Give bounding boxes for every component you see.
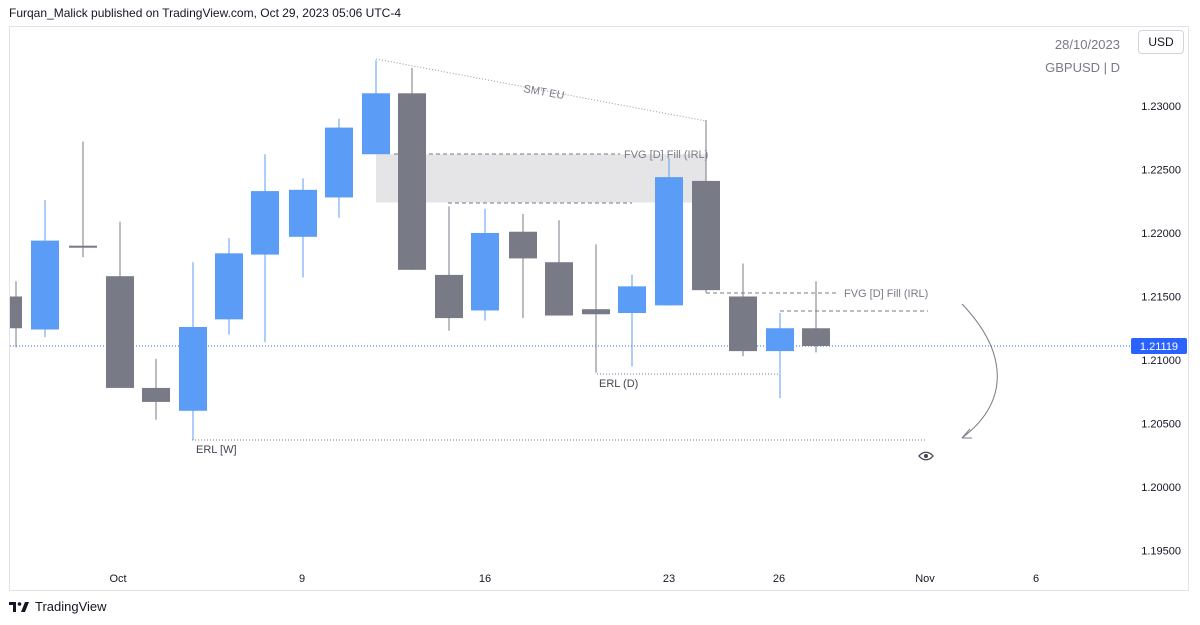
candle-body[interactable] [106,276,134,388]
candle-body[interactable] [435,274,463,319]
tradingview-logo-icon [9,601,29,612]
time-tick-label: Oct [109,573,126,585]
candle-body[interactable] [692,180,720,291]
candle-body[interactable] [31,240,59,330]
time-tick-label: 26 [773,573,785,585]
price-tick-label: 1.19500 [1141,546,1181,558]
price-tick-label: 1.20000 [1141,482,1181,494]
candle-body[interactable] [471,233,499,311]
publisher-header: Furqan_Malick published on TradingView.c… [9,6,401,20]
time-tick-label: 9 [299,573,305,585]
candle-body[interactable] [179,326,207,411]
price-axis[interactable]: 1.23000 1.22500 1.22000 1.21500 1.21000 1.205… [1141,101,1181,558]
erl-weekly-label: ERL [W] [196,444,237,456]
chart-frame [9,26,1189,591]
time-tick-label: 23 [663,573,675,585]
candle-body[interactable] [545,262,573,316]
price-tick-label: 1.23000 [1141,101,1181,113]
candle-body[interactable] [325,127,353,198]
price-tick-label: 1.20500 [1141,419,1181,431]
candle-body[interactable] [766,328,794,352]
annotations-group[interactable]: SMT EU FVG [D] Fill (IRL) FVG [D] Fill (… [192,58,998,456]
price-tick-label: 1.22500 [1141,165,1181,177]
smt-line[interactable] [375,58,707,122]
erl-daily-label: ERL (D) [599,378,638,390]
candle-body[interactable] [509,231,537,259]
eye-icon[interactable] [918,451,934,461]
candle-body[interactable] [362,93,390,155]
smt-label: SMT EU [522,83,565,102]
candle-body[interactable] [618,286,646,314]
candle-body[interactable] [251,191,279,255]
candle-body[interactable] [729,296,757,352]
price-tick-label: 1.21000 [1141,355,1181,367]
projection-arrowhead [961,428,972,439]
candle-body[interactable] [582,309,610,315]
candles-group[interactable] [10,60,830,441]
time-tick-label: Nov [915,573,935,585]
candle-body[interactable] [10,296,22,329]
price-tick-label: 1.22000 [1141,228,1181,240]
candle-body[interactable] [289,189,317,237]
candle-body[interactable] [802,328,830,347]
candle-body[interactable] [142,387,170,402]
fvg-upper-label: FVG [D] Fill (IRL) [624,149,708,161]
price-tick-label: 1.21500 [1141,292,1181,304]
footer-brand: TradingView [35,599,107,614]
candle-body[interactable] [655,177,683,306]
fvg-box[interactable] [376,154,706,203]
last-price-label: 1.21119 [1140,341,1178,353]
projection-arrow[interactable] [961,303,998,439]
fvg-lower-label: FVG [D] Fill (IRL) [844,288,928,300]
candle-body[interactable] [398,93,426,270]
candle-body[interactable] [69,245,97,248]
currency-button[interactable]: USD [1138,30,1184,54]
candle-body[interactable] [215,253,243,320]
footer: TradingView [9,599,107,614]
chart-date: 28/10/2023 [1055,37,1120,52]
time-tick-label: 6 [1033,573,1039,585]
chart-symbol: GBPUSD | D [1045,60,1120,75]
time-axis[interactable]: Oct 9 16 23 26 Nov 6 [109,573,1039,585]
time-tick-label: 16 [479,573,491,585]
last-price-label-bg [1131,338,1187,354]
